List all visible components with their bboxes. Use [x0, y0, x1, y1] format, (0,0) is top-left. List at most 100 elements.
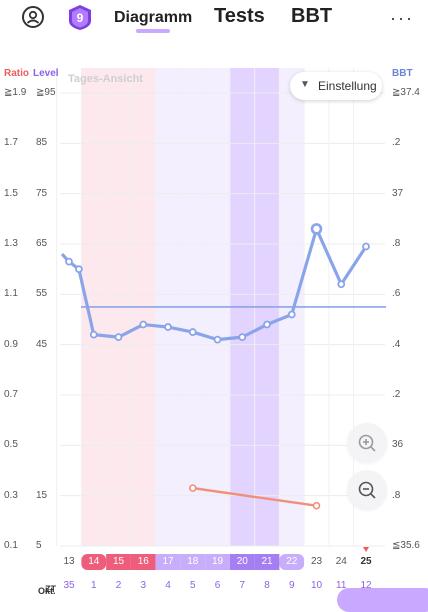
zoom-out-icon — [358, 481, 376, 499]
bbt-axis-title: BBT — [392, 68, 413, 79]
date-label[interactable]: 16 — [137, 556, 149, 567]
tab-diagramm[interactable]: Diagramm — [114, 9, 193, 26]
date-label[interactable]: 23 — [310, 556, 323, 567]
bbt-tick-label: .8 — [392, 238, 401, 249]
bbt-point — [89, 330, 98, 339]
bbt-point — [310, 223, 323, 235]
bbt-tick-label: .2 — [392, 389, 401, 400]
date-label[interactable]: 24 — [335, 556, 347, 567]
level-tick-label: 45 — [36, 338, 48, 350]
tab-bbt[interactable]: BBT — [291, 5, 333, 27]
ratio-tick-label: 0.9 — [4, 338, 18, 350]
fab-button[interactable] — [337, 588, 428, 612]
bbt-point — [287, 310, 296, 319]
ratio-tick-label: 1.3 — [4, 238, 18, 249]
today-marker-icon — [363, 547, 369, 552]
zt-label: ZT — [45, 584, 56, 594]
bbt-tick-label: 36 — [392, 439, 404, 451]
date-chip-period — [130, 554, 156, 570]
date-label[interactable]: 22 — [286, 556, 298, 567]
date-chip-peak — [229, 554, 255, 570]
date-chip-peak — [254, 554, 280, 570]
bbt-tick-label: .8 — [392, 489, 401, 501]
date-chip-fertile — [155, 554, 181, 570]
date-label[interactable]: 15 — [112, 556, 125, 567]
settings-button[interactable]: ▼ Einstellung — [290, 72, 382, 100]
ratio-tick-label: 1.7 — [4, 137, 18, 149]
date-chip-fertile — [205, 554, 230, 570]
cycle-day-label: 35 — [63, 580, 75, 591]
ratio-point — [188, 484, 197, 492]
day-view-label[interactable]: Tages-Ansicht — [68, 73, 143, 85]
date-label[interactable]: 13 — [63, 556, 75, 567]
bbt-point — [238, 333, 247, 342]
date-chip-period — [81, 554, 107, 570]
bbt-point — [213, 335, 222, 344]
cycle-day-label: 3 — [140, 580, 147, 591]
bbt-tick-label: ≦35.6 — [392, 540, 420, 551]
bbt-point — [263, 320, 271, 329]
date-label[interactable]: 25 — [360, 556, 372, 567]
date-chip-fertile — [279, 554, 305, 570]
level-tick-label: 15 — [36, 489, 48, 501]
cycle-day-label: 1 — [90, 580, 97, 591]
cycle-day-label: 7 — [239, 580, 246, 591]
cycle-day-label: 9 — [288, 580, 295, 591]
bbt-point — [139, 320, 148, 329]
cycle-day-label: 12 — [360, 580, 372, 591]
ratio-point — [312, 501, 321, 510]
bbt-point — [164, 323, 172, 331]
ratio-tick-label: ≧1.9 — [4, 87, 27, 98]
date-label[interactable]: 20 — [236, 556, 248, 567]
level-tick-label: 65 — [36, 238, 48, 249]
zoom-in-button[interactable] — [347, 423, 387, 463]
ratio-axis-title: Ratio — [4, 68, 29, 79]
ratio-tick-label: 0.1 — [4, 540, 18, 551]
top-bar: 9 Diagramm Tests BBT ··· — [0, 0, 428, 40]
level-tick-label: 85 — [36, 137, 48, 149]
level-tick-label: 75 — [36, 187, 48, 199]
zoom-in-icon — [358, 434, 376, 452]
ratio-series-line — [192, 486, 317, 507]
level-tick-label: ≧95 — [36, 87, 56, 98]
level-tick-label: 5 — [36, 540, 42, 551]
bbt-tick-label: 37 — [392, 187, 404, 199]
month-label: Okt. — [38, 586, 56, 596]
zoom-out-button[interactable] — [347, 470, 387, 510]
bbt-point — [362, 242, 370, 251]
date-chip-fertile — [180, 554, 206, 570]
more-options-icon[interactable]: ··· — [390, 8, 414, 28]
date-label[interactable]: 17 — [162, 556, 174, 567]
ratio-tick-label: 0.5 — [4, 439, 18, 451]
cycle-day-label: 5 — [189, 580, 196, 591]
bbt-tick-label: ≧37.4 — [392, 87, 420, 98]
level-axis-title: Level — [33, 68, 59, 79]
ratio-tick-label: 0.3 — [4, 489, 18, 501]
ratio-tick-label: 0.7 — [4, 389, 18, 400]
bbt-tick-label: .2 — [392, 137, 401, 149]
level-badge-icon[interactable]: 9 — [66, 3, 94, 31]
bbt-tick-label: .6 — [392, 288, 401, 300]
profile-icon[interactable] — [22, 6, 44, 28]
date-label[interactable]: 14 — [88, 556, 100, 567]
chevron-down-icon: ▼ — [300, 79, 310, 90]
bbt-point — [65, 257, 73, 266]
cycle-day-label: 4 — [165, 580, 171, 591]
active-tab-indicator — [136, 29, 170, 33]
cycle-day-label: 11 — [336, 580, 347, 591]
cycle-day-label: 8 — [264, 580, 270, 591]
date-label[interactable]: 18 — [187, 556, 199, 567]
cycle-day-label: 6 — [214, 580, 221, 591]
date-label[interactable]: 19 — [211, 556, 224, 567]
tab-tests[interactable]: Tests — [214, 5, 265, 27]
date-label[interactable]: 21 — [261, 556, 273, 567]
ratio-tick-label: 1.1 — [4, 288, 18, 300]
bbt-point — [114, 333, 123, 342]
ratio-tick-label: 1.5 — [4, 187, 18, 199]
bbt-point — [337, 280, 346, 289]
date-chip-period — [106, 554, 131, 570]
badge-number: 9 — [77, 11, 84, 25]
cycle-day-label: 2 — [115, 580, 122, 591]
level-tick-label: 55 — [36, 288, 48, 300]
